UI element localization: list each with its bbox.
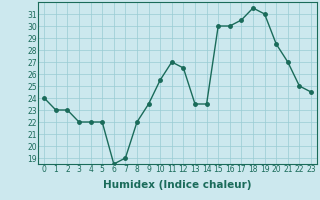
X-axis label: Humidex (Indice chaleur): Humidex (Indice chaleur) [103, 180, 252, 190]
